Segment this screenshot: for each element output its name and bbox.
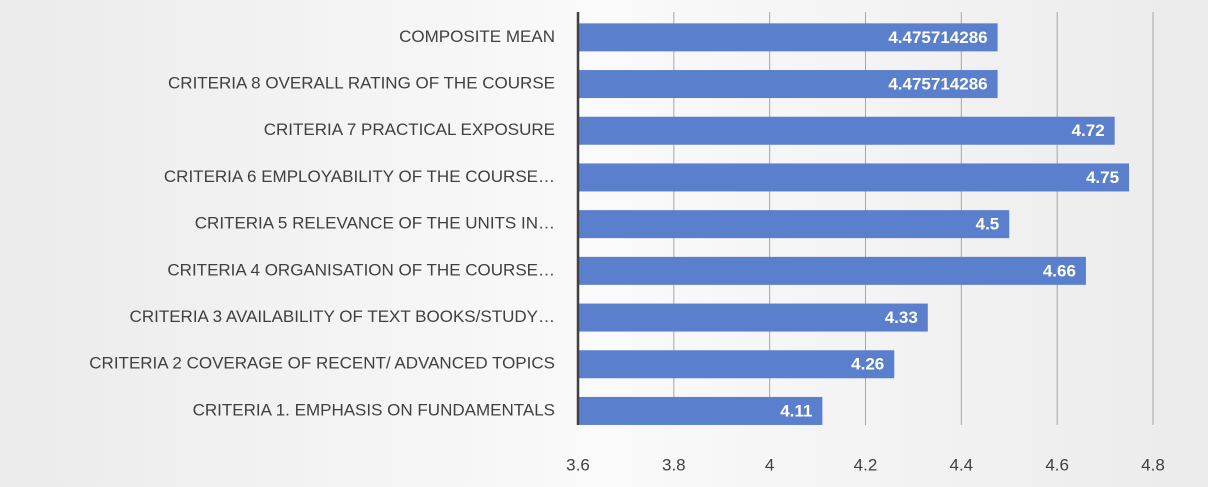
bar bbox=[578, 70, 998, 99]
x-tick-label: 4.4 bbox=[950, 455, 974, 474]
x-tick-label: 4.8 bbox=[1141, 455, 1165, 474]
bar bbox=[578, 116, 1115, 145]
y-tick-label: CRITERIA 7 PRACTICAL EXPOSURE bbox=[264, 120, 555, 139]
value-label: 4.475714286 bbox=[888, 75, 987, 94]
value-label: 4.33 bbox=[885, 308, 918, 327]
value-label: 4.66 bbox=[1043, 261, 1076, 280]
bar bbox=[578, 210, 1010, 239]
bar bbox=[578, 23, 998, 52]
bar bbox=[578, 396, 823, 425]
y-tick-label: CRITERIA 4 ORGANISATION OF THE COURSE… bbox=[167, 260, 555, 279]
x-tick-label: 3.6 bbox=[566, 455, 590, 474]
y-tick-label: CRITERIA 8 OVERALL RATING OF THE COURSE bbox=[168, 74, 555, 93]
x-tick-label: 4.2 bbox=[854, 455, 878, 474]
bar bbox=[578, 350, 895, 379]
value-label: 4.475714286 bbox=[888, 28, 987, 47]
x-tick-label: 4.6 bbox=[1045, 455, 1069, 474]
y-tick-label: CRITERIA 1. EMPHASIS ON FUNDAMENTALS bbox=[193, 400, 555, 419]
value-label: 4.26 bbox=[851, 355, 884, 374]
value-label: 4.5 bbox=[976, 215, 1000, 234]
value-label: 4.72 bbox=[1072, 121, 1105, 140]
value-label: 4.75 bbox=[1086, 168, 1119, 187]
value-label: 4.11 bbox=[780, 401, 812, 420]
x-tick-label: 3.8 bbox=[662, 455, 686, 474]
y-tick-label: CRITERIA 5 RELEVANCE OF THE UNITS IN… bbox=[195, 214, 555, 233]
bar bbox=[578, 163, 1130, 192]
bar bbox=[578, 256, 1086, 285]
bar bbox=[578, 303, 928, 332]
y-tick-label: CRITERIA 2 COVERAGE OF RECENT/ ADVANCED … bbox=[89, 354, 555, 373]
x-tick-label: 4 bbox=[765, 455, 774, 474]
y-tick-label: COMPOSITE MEAN bbox=[399, 27, 555, 46]
y-tick-label: CRITERIA 3 AVAILABILITY OF TEXT BOOKS/ST… bbox=[130, 307, 555, 326]
y-tick-label: CRITERIA 6 EMPLOYABILITY OF THE COURSE… bbox=[164, 167, 555, 186]
